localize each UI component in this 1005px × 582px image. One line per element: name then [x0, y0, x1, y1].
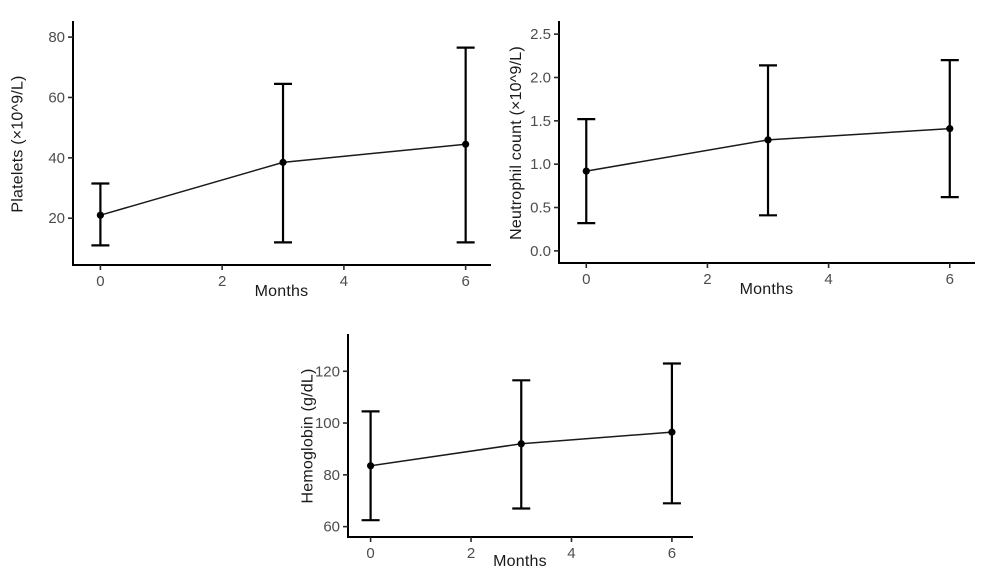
x-tick-label: 0: [366, 545, 374, 562]
data-point: [668, 428, 676, 436]
platelets-plot-area: 20 40 60 80 0 2 4 6: [48, 21, 491, 290]
neutrophil-x-axis-title: Months: [739, 281, 794, 298]
data-point: [582, 167, 590, 175]
x-tick-label: 2: [218, 273, 226, 290]
hemoglobin-plot-area: 60 80 100 120 0 2 4 6: [315, 334, 693, 562]
y-tick-label: 80: [48, 29, 65, 46]
data-point: [366, 462, 375, 470]
x-tick-label: 4: [567, 545, 575, 562]
x-tick-label: 2: [467, 545, 475, 562]
platelets-chart: Platelets (×10^9/L) 20 40 60 80 0 2 4 6 Months: [0, 0, 502, 310]
x-tick-label: 6: [461, 273, 469, 290]
x-tick-label: 0: [96, 273, 104, 290]
y-tick-label: 0.5: [530, 200, 551, 217]
y-tick-label: 1.5: [530, 113, 551, 130]
data-point: [462, 140, 470, 148]
neutrophil-chart: Neutrophil count (×10^9/L) 0.0 0.5 1.0 1.5 2…: [502, 0, 1005, 310]
y-tick-label: 80: [323, 467, 340, 484]
data-point: [946, 125, 954, 133]
y-tick-label: 20: [48, 210, 65, 227]
y-tick-label: 2.0: [530, 69, 551, 86]
y-tick-label: 40: [48, 150, 65, 167]
x-tick-label: 6: [946, 271, 954, 288]
neutrophil-plot-area: 0.0 0.5 1.0 1.5 2.0 2.5 0 2 4 6: [530, 21, 975, 288]
data-point: [517, 440, 525, 448]
y-tick-label: 1.0: [530, 156, 551, 173]
hemoglobin-x-axis-title: Months: [493, 553, 547, 570]
y-tick-label: 120: [315, 363, 340, 380]
y-tick-label: 60: [323, 519, 340, 536]
data-point: [764, 136, 772, 144]
data-point: [96, 211, 104, 219]
y-tick-label: 100: [315, 415, 340, 432]
x-tick-label: 2: [703, 271, 711, 288]
data-point: [279, 158, 287, 166]
y-tick-label: 2.5: [530, 26, 551, 43]
y-tick-label: 0.0: [530, 243, 551, 260]
platelets-x-axis-title: Months: [254, 283, 309, 300]
x-tick-label: 4: [340, 273, 348, 290]
y-tick-label: 60: [48, 89, 65, 106]
x-tick-label: 0: [582, 271, 590, 288]
x-tick-label: 4: [824, 271, 832, 288]
x-tick-label: 6: [668, 545, 676, 562]
hemoglobin-chart: Hemoglobin (g/dL) 60 80 100 120 0 2 4 6 Months: [250, 300, 750, 582]
